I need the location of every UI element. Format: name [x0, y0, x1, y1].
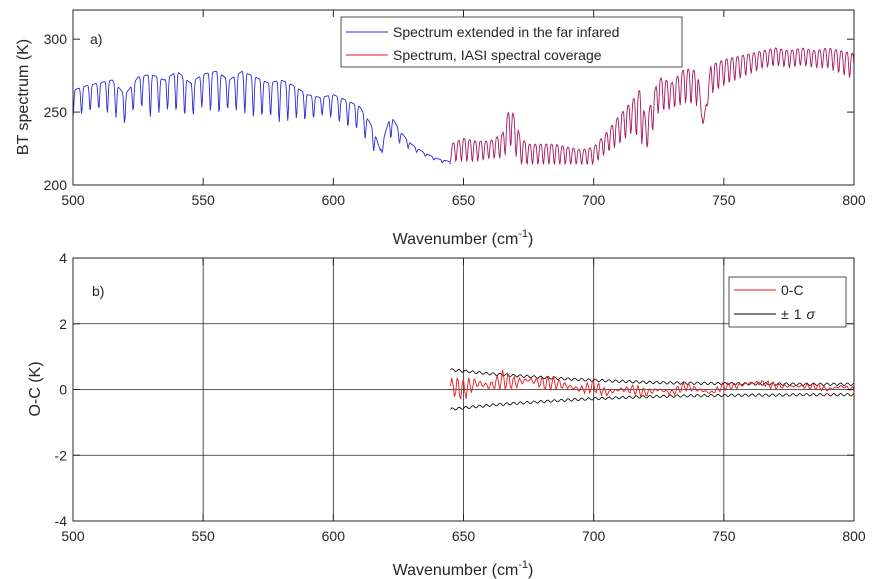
x-tick-label: 650: [452, 528, 476, 544]
x-axis-label-a: Wavenumber (cm-1): [393, 228, 534, 248]
y-tick-label: -2: [55, 447, 68, 463]
legend-label-oc: 0-C: [781, 282, 804, 298]
sigma-upper-line: [450, 368, 855, 387]
series-oc-line: [450, 370, 855, 400]
legend-label-iasi: Spectrum, IASI spectral coverage: [393, 47, 602, 63]
x-axis-label-a-close: ): [528, 231, 533, 248]
x-tick-label: 500: [61, 192, 85, 208]
y-tick-label: 2: [59, 316, 67, 332]
x-axis-label-b-main: Wavenumber (cm: [393, 562, 519, 579]
x-axis-label-a-sup: -1: [518, 228, 528, 240]
x-tick-label: 550: [191, 528, 215, 544]
legend-box-b: [728, 276, 847, 328]
sigma-lower-line: [450, 392, 855, 411]
x-axis-label-b-close: ): [528, 562, 533, 579]
legend-sigma-pm: ±: [781, 306, 789, 322]
legend-b: 0-C ±1 σ: [728, 276, 847, 328]
x-tick-label: 800: [842, 192, 866, 208]
x-ticks-b: 500 550 600 650 700 750 800: [61, 258, 866, 544]
series-iasi-line: [450, 47, 855, 166]
panel-label-b: b): [92, 283, 104, 299]
legend-sigma-symbol: σ: [806, 306, 815, 322]
x-tick-label: 650: [452, 192, 476, 208]
x-tick-label: 700: [582, 528, 606, 544]
x-axis-label-b: Wavenumber (cm-1): [393, 559, 534, 579]
x-ticks-a: 500 550 600 650 700 750 800: [61, 10, 866, 208]
x-tick-label: 550: [191, 192, 215, 208]
legend-sigma-one: 1: [794, 306, 802, 322]
panel-label-a: a): [90, 31, 102, 47]
series-group-a: [72, 47, 855, 166]
y-tick-label: -4: [55, 513, 68, 529]
legend-label-sigma: ±1 σ: [781, 306, 815, 322]
series-group-b: [450, 368, 855, 411]
y-tick-label: 200: [44, 177, 68, 193]
x-tick-label: 750: [712, 192, 736, 208]
y-tick-label: 300: [44, 31, 68, 47]
x-tick-label: 600: [322, 528, 346, 544]
chart-panel-a: 500 550 600 650 700 750 800 200 250 300 a) BT sp…: [15, 9, 866, 248]
y-tick-label: 4: [59, 250, 67, 266]
legend-a: Spectrum extended in the far infared Spe…: [340, 16, 683, 68]
x-tick-label: 700: [582, 192, 606, 208]
y-tick-label: 0: [59, 382, 67, 398]
y-axis-label-a: BT spectrum (K): [15, 39, 32, 155]
x-tick-label: 800: [842, 528, 866, 544]
y-ticks-a: 200 250 300: [44, 31, 854, 193]
x-tick-label: 600: [322, 192, 346, 208]
y-ticks-b: -4 -2 0 2 4: [55, 250, 854, 529]
series-extended-line: [72, 70, 451, 165]
legend-box-a: [340, 16, 683, 68]
x-axis-label-b-sup: -1: [518, 559, 528, 571]
chart-panel-b: 500 550 600 650 700 750 800 -4 -2 0 2 4 b) O-C (K)…: [27, 250, 866, 579]
x-tick-label: 500: [61, 528, 85, 544]
y-axis-label-b: O-C (K): [27, 361, 44, 416]
x-axis-label-a-main: Wavenumber (cm: [393, 231, 519, 248]
y-tick-label: 250: [44, 104, 68, 120]
x-tick-label: 750: [712, 528, 736, 544]
legend-label-extended: Spectrum extended in the far infared: [393, 24, 619, 40]
